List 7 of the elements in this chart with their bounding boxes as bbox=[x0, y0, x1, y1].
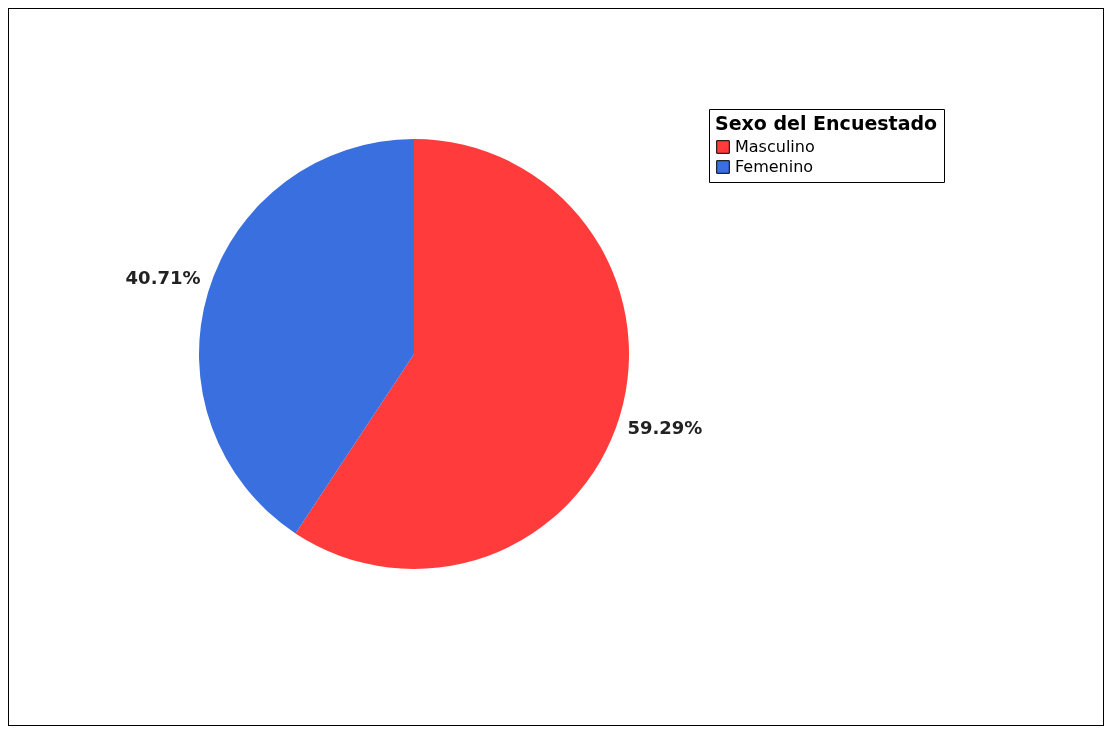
data-label: 40.71% bbox=[125, 266, 201, 288]
legend-title: Sexo del Encuestado bbox=[715, 112, 938, 134]
pie-slice bbox=[199, 139, 414, 534]
data-label: 59.29% bbox=[627, 417, 703, 439]
legend-label: Femenino bbox=[735, 157, 814, 176]
pie-slice bbox=[295, 139, 629, 569]
legend-label: Masculino bbox=[735, 137, 815, 156]
